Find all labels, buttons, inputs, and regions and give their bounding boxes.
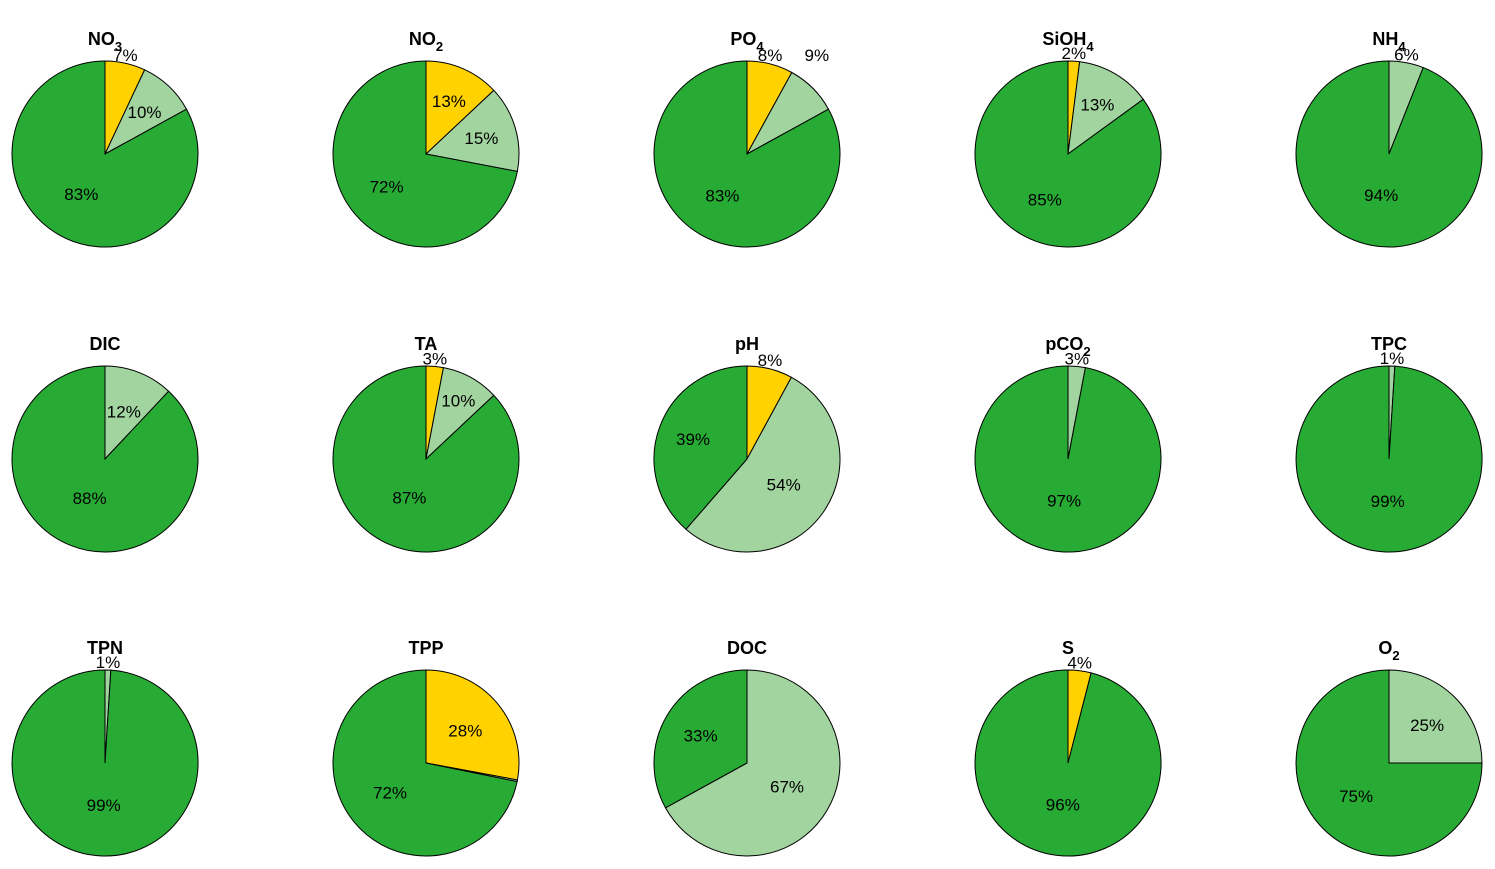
- pie-title: TPP: [408, 638, 443, 658]
- pie-title: TPN: [87, 638, 123, 658]
- pie-slice-green: [653, 60, 841, 248]
- pie-slice-green: [332, 669, 518, 857]
- pie-label: 6%: [1394, 46, 1419, 65]
- pie-label: 99%: [87, 796, 121, 815]
- pie-label: 85%: [1028, 191, 1062, 210]
- pie-slice-green: [332, 60, 518, 248]
- pie-label: 54%: [767, 475, 801, 494]
- pie-label: 87%: [392, 488, 426, 507]
- pie-label: 10%: [127, 103, 161, 122]
- pie-label: 72%: [370, 178, 404, 197]
- pie-label: 75%: [1339, 787, 1373, 806]
- pie-slice-yellow: [425, 60, 495, 156]
- pie-slice-light-green: [664, 669, 841, 857]
- pie-title: NH4: [1372, 29, 1406, 54]
- pie-label: 4%: [1067, 654, 1092, 673]
- pie-slice-yellow: [425, 669, 520, 781]
- pie-label: 83%: [705, 187, 739, 206]
- pie-label: 25%: [1410, 716, 1444, 735]
- pie-label: 99%: [1371, 492, 1405, 511]
- pie-title: pCO2: [1045, 334, 1090, 359]
- pie-title: TA: [415, 334, 438, 354]
- pie-label: 1%: [96, 653, 121, 672]
- pie-label: 13%: [432, 92, 466, 111]
- pie-label: 97%: [1047, 492, 1081, 511]
- pie-label: 1%: [1380, 349, 1405, 368]
- pie-label: 33%: [684, 727, 718, 746]
- pie-slice-light-green: [424, 89, 520, 173]
- pie-label: 83%: [64, 185, 98, 204]
- pie-slice-green: [974, 60, 1162, 248]
- pie-slice-green: [653, 365, 748, 530]
- pie-slice-green: [11, 365, 199, 553]
- pie-label: 67%: [770, 778, 804, 797]
- pie-slice-light-green: [685, 376, 841, 553]
- pie-label: 88%: [73, 489, 107, 508]
- pie-slice-light-green: [104, 365, 170, 461]
- pie-label: 12%: [107, 402, 141, 421]
- pie-label: 9%: [805, 46, 830, 65]
- pie-label: 3%: [423, 349, 448, 368]
- pie-title: TPC: [1371, 334, 1407, 354]
- pie-title: NO3: [88, 29, 122, 54]
- pie-title: pH: [735, 334, 759, 354]
- pie-slice-green: [1295, 669, 1483, 857]
- pie-title: PO4: [730, 29, 764, 54]
- pie-label: 8%: [758, 351, 783, 370]
- pie-slice-light-green: [1067, 61, 1144, 156]
- pie-label: 2%: [1062, 44, 1087, 63]
- pie-title: NO2: [409, 29, 443, 54]
- pie-label: 96%: [1046, 796, 1080, 815]
- pie-doc: DOC 67% 33%: [653, 638, 841, 857]
- pie-s: S4% 96%: [974, 638, 1162, 857]
- pie-label: 13%: [1080, 95, 1114, 114]
- pie-title: DOC: [727, 638, 767, 658]
- pie-o2: O2 25% 75%: [1295, 638, 1483, 857]
- pie-slice-green: [974, 365, 1162, 553]
- pie-slice-green: [653, 669, 748, 809]
- pie-slice-light-green: [1388, 669, 1483, 764]
- pie-label: 7%: [113, 46, 138, 65]
- pie-label: 15%: [464, 129, 498, 148]
- pie-label: 28%: [448, 721, 482, 740]
- pie-title: DIC: [90, 334, 121, 354]
- pie-slice-green: [974, 669, 1162, 857]
- pie-title: O2: [1378, 638, 1399, 663]
- pie-slice-green: [332, 365, 520, 553]
- pie-dic: DIC 12% 88%: [11, 334, 199, 553]
- pie-label: 39%: [676, 430, 710, 449]
- pie-slice-green: [11, 60, 199, 248]
- pie-no2: NO2 13% 15% 72%: [332, 29, 520, 248]
- pie-label: 72%: [373, 783, 407, 802]
- pie-slice-green: [11, 669, 199, 857]
- pie-title: SiOH4: [1042, 29, 1094, 54]
- pie-ph: pH8% 54% 39%: [653, 334, 841, 553]
- pie-ta: TA3% 10% 87%: [332, 334, 520, 553]
- pie-slice-green: [1295, 60, 1483, 248]
- pie-tpp: TPP 28% 72%: [332, 638, 520, 857]
- pie-title: S: [1062, 638, 1074, 658]
- pie-slice-green: [1295, 365, 1483, 553]
- pie-label: 94%: [1364, 186, 1398, 205]
- pie-label: 10%: [441, 391, 475, 410]
- pie-label: 8%: [758, 46, 783, 65]
- pie-label: 3%: [1065, 349, 1090, 368]
